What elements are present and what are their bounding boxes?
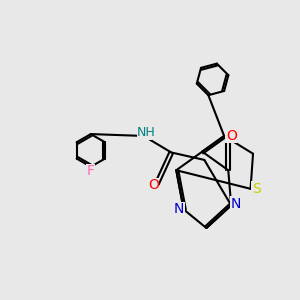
Text: O: O (226, 129, 237, 143)
Text: S: S (252, 182, 261, 196)
Text: O: O (148, 178, 159, 192)
Text: N: N (230, 197, 241, 211)
Text: F: F (87, 164, 95, 178)
Text: NH: NH (137, 127, 156, 140)
Text: N: N (174, 202, 184, 216)
